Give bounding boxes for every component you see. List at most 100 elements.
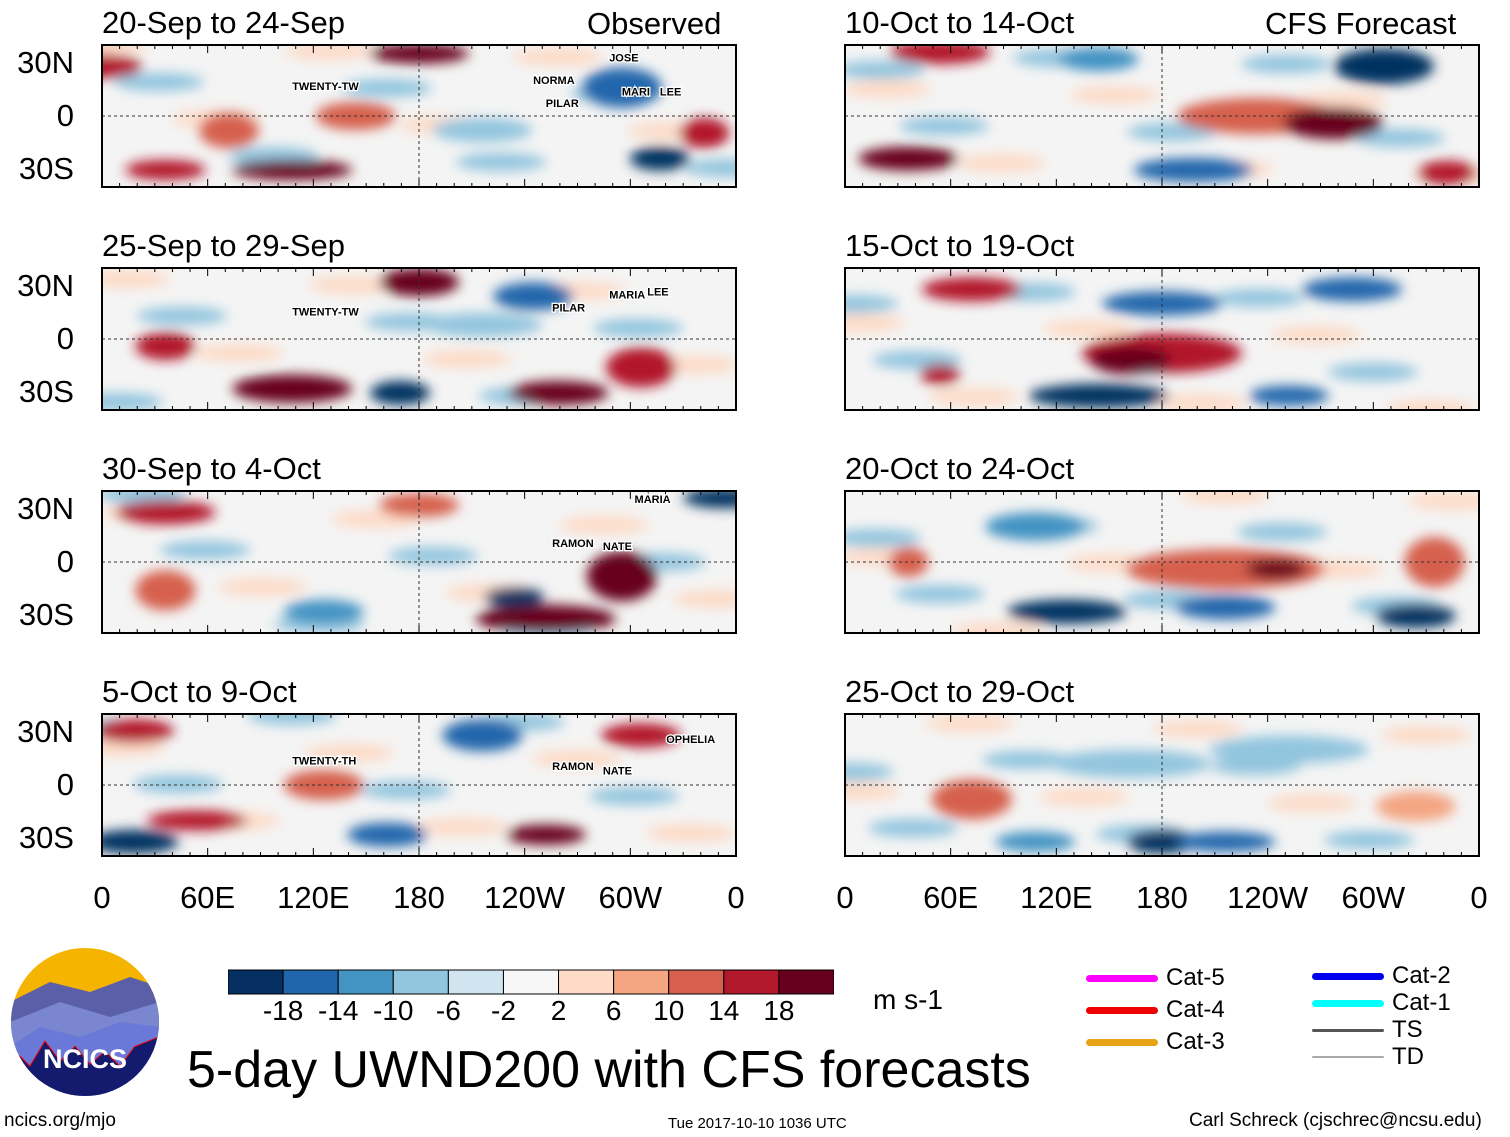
lat-tick-label: 30N <box>17 714 74 749</box>
wind-contour <box>629 146 690 171</box>
wind-contour <box>308 276 398 294</box>
wind-contour <box>1090 346 1171 375</box>
lat-tick-label: 30S <box>18 820 74 855</box>
colorbar-tick-label: 6 <box>605 995 622 1026</box>
wind-contour <box>247 714 337 725</box>
colorbar <box>228 969 834 995</box>
wind-contour <box>929 388 1019 406</box>
wind-contour <box>845 314 905 332</box>
wind-contour <box>858 146 959 171</box>
wind-contour <box>114 73 204 91</box>
storm-label: MARIA <box>609 290 645 302</box>
storm-label: RAMON <box>552 761 594 773</box>
wind-contour <box>1271 326 1361 344</box>
panel-title: 20-Sep to 24-Sep <box>102 5 346 40</box>
colorbar-tick-label: 18 <box>763 995 795 1026</box>
wind-contour <box>1125 549 1326 590</box>
wind-contour <box>102 738 166 756</box>
wind-contour <box>508 380 609 405</box>
wind-contour <box>1417 160 1478 185</box>
wind-contour <box>135 570 196 611</box>
wind-contour <box>422 350 512 368</box>
wind-contour <box>369 380 430 405</box>
wind-contour <box>1070 86 1160 104</box>
colorbar-tick-label: -2 <box>491 995 516 1026</box>
lon-tick-label: 180 <box>393 880 445 915</box>
wind-contour <box>985 512 1086 541</box>
wind-contour <box>442 719 523 752</box>
map-panel <box>844 44 1480 188</box>
wind-contour <box>361 781 451 799</box>
wind-contour <box>1208 735 1369 764</box>
storm-label: RAMON <box>552 538 594 550</box>
wind-contour <box>1355 129 1445 147</box>
storm-label: TWENTY-TH <box>292 755 356 767</box>
wind-contour <box>589 787 679 805</box>
storm-label: TWENTY-TW <box>292 307 359 319</box>
wind-contour <box>646 824 736 842</box>
wind-contour <box>342 79 432 97</box>
wind-contour <box>1175 831 1276 852</box>
wind-contour <box>1043 320 1133 338</box>
wind-contour <box>115 500 216 525</box>
wind-contour <box>1328 363 1418 381</box>
storm-label: NORMA <box>533 75 575 87</box>
wind-contour <box>921 277 1022 302</box>
wind-contour <box>102 54 142 79</box>
wind-contour <box>1283 107 1384 140</box>
legend-line <box>1086 974 1158 982</box>
wind-contour <box>1180 491 1270 504</box>
ncics-logo: NCICS <box>11 948 159 1096</box>
wind-contour <box>456 153 546 171</box>
wind-contour <box>868 819 958 837</box>
legend-label: TS <box>1392 1016 1423 1043</box>
wind-contour <box>137 307 227 325</box>
wind-contour <box>102 719 174 744</box>
wind-contour <box>232 374 353 403</box>
lon-tick-label: 0 <box>1470 880 1488 915</box>
lon-tick-label: 0 <box>93 880 111 915</box>
lat-tick-label: 0 <box>56 544 74 579</box>
legend-line <box>1086 1006 1158 1014</box>
wind-contour <box>102 829 179 854</box>
map-panel <box>844 267 1480 411</box>
storm-label: MARI <box>622 86 650 98</box>
wind-contour <box>102 270 170 288</box>
wind-contour <box>956 154 1046 172</box>
wind-contour <box>160 541 250 559</box>
colorbar-swatch <box>668 969 725 995</box>
wind-contour <box>432 118 533 143</box>
wind-contour <box>1175 595 1276 620</box>
footer-timestamp: Tue 2017-10-10 1036 UTC <box>668 1115 847 1132</box>
lat-tick-label: 30S <box>18 597 74 632</box>
colorbar-swatch <box>337 969 394 995</box>
lat-tick-label: 0 <box>56 321 74 356</box>
map-panel: TWENTY-TW PILAR MARIA LEE <box>101 267 737 411</box>
legend-line <box>1312 972 1384 980</box>
wind-contour <box>872 351 962 369</box>
legend-line <box>1312 999 1384 1007</box>
wind-contour <box>475 604 616 633</box>
legend-label: Cat-1 <box>1392 989 1451 1016</box>
lon-tick-label: 60E <box>180 880 236 915</box>
lon-tick-label: 120E <box>277 880 350 915</box>
legend-line <box>1086 1038 1158 1046</box>
lat-tick-label: 30S <box>18 374 74 409</box>
storm-label: TWENTY-TW <box>292 81 359 93</box>
colorbar-tick-label: -14 <box>317 995 359 1026</box>
colorbar-swatch <box>502 969 560 995</box>
colorbar-tick-label: -6 <box>435 995 461 1026</box>
wind-contour <box>285 45 375 60</box>
wind-contour <box>1248 385 1329 406</box>
units-label: m s-1 <box>873 984 943 1015</box>
wind-contour <box>369 45 469 64</box>
wind-contour <box>888 547 929 577</box>
footer-url[interactable]: ncics.org/mjo <box>4 1110 116 1131</box>
wind-contour <box>1039 788 1129 806</box>
wind-contour <box>147 810 248 831</box>
wind-contour <box>1385 400 1475 410</box>
wind-contour <box>995 831 1076 852</box>
lon-tick-label: 120W <box>1227 880 1309 915</box>
panel-title: 25-Oct to 29-Oct <box>845 674 1075 709</box>
